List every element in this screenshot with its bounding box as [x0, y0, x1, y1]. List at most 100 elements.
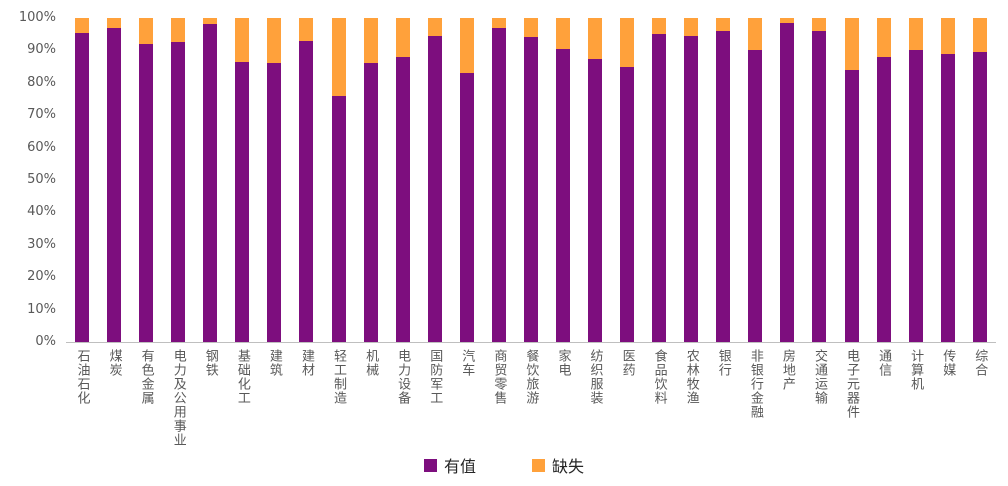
- x-axis-category-label: 房地产: [779, 349, 795, 391]
- x-axis-category-label: 电力设备: [395, 349, 411, 405]
- x-label-slot: 农林牧渔: [675, 349, 707, 447]
- x-axis-category-label: 农林牧渔: [683, 349, 699, 405]
- x-axis-category-label: 非银行金融: [747, 349, 763, 419]
- x-label-slot: 计算机: [900, 349, 932, 447]
- x-axis-category-label: 国防军工: [427, 349, 443, 405]
- bar-segment-filled: [491, 27, 506, 342]
- x-axis-category-label: 传媒: [940, 349, 956, 377]
- bar-segment-filled: [235, 61, 250, 342]
- x-axis-category-label: 家电: [555, 349, 571, 377]
- bar-slot: [162, 18, 194, 342]
- bar-segment-missing: [908, 18, 923, 51]
- x-label-slot: 电力设备: [387, 349, 419, 447]
- bar-segment-filled: [363, 63, 378, 342]
- bar-segment-filled: [620, 66, 635, 342]
- bar-slot: [836, 18, 868, 342]
- stacked-bar: [555, 18, 570, 342]
- x-axis-category-label: 综合: [972, 349, 988, 377]
- bar-segment-missing: [652, 18, 667, 35]
- stacked-bar: [620, 18, 635, 342]
- x-label-slot: 建筑: [258, 349, 290, 447]
- bar-segment-filled: [908, 50, 923, 342]
- bar-segment-missing: [972, 18, 987, 53]
- x-axis-category-label: 餐饮旅游: [523, 349, 539, 405]
- x-label-slot: 电力及公用事业: [162, 349, 194, 447]
- bar-segment-missing: [267, 18, 282, 64]
- bar-segment-filled: [812, 30, 827, 342]
- x-axis-category-label: 电力及公用事业: [170, 349, 186, 447]
- bar-segment-filled: [652, 34, 667, 342]
- x-axis-category-label: 通信: [876, 349, 892, 377]
- bar-segment-filled: [459, 73, 474, 342]
- bar-segment-filled: [748, 50, 763, 342]
- x-label-slot: 石油石化: [66, 349, 98, 447]
- bar-segment-filled: [299, 40, 314, 342]
- x-label-slot: 电子元器件: [836, 349, 868, 447]
- x-label-slot: 通信: [868, 349, 900, 447]
- legend-label: 缺失: [552, 457, 585, 476]
- y-tick-label: 40%: [27, 204, 56, 220]
- bar-slot: [611, 18, 643, 342]
- bar-segment-missing: [716, 18, 731, 31]
- bar-segment-missing: [139, 18, 154, 44]
- bar-slot: [547, 18, 579, 342]
- bar-segment-missing: [876, 18, 891, 57]
- stacked-bar: [716, 18, 731, 342]
- legend: 有值 缺失: [0, 453, 1008, 477]
- bar-slot: [643, 18, 675, 342]
- bar-segment-missing: [427, 18, 442, 36]
- x-axis-category-label: 商贸零售: [491, 349, 507, 405]
- bar-slot: [739, 18, 771, 342]
- x-label-slot: 机械: [355, 349, 387, 447]
- x-axis-category-label: 建材: [298, 349, 314, 377]
- stacked-bar: [75, 18, 90, 342]
- stacked-bar: [459, 18, 474, 342]
- bar-slot: [932, 18, 964, 342]
- bar-segment-missing: [940, 18, 955, 54]
- stacked-bar: [748, 18, 763, 342]
- bar-slot: [771, 18, 803, 342]
- stacked-bar: [876, 18, 891, 342]
- bar-segment-missing: [491, 18, 506, 28]
- stacked-bar: [684, 18, 699, 342]
- x-label-slot: 轻工制造: [323, 349, 355, 447]
- bar-slot: [355, 18, 387, 342]
- x-axis-category-label: 石油石化: [74, 349, 90, 405]
- bar-slot: [483, 18, 515, 342]
- bar-segment-filled: [876, 56, 891, 342]
- bar-slot: [707, 18, 739, 342]
- bar-segment-filled: [267, 63, 282, 342]
- bar-segment-filled: [171, 42, 186, 342]
- legend-swatch: [532, 458, 545, 472]
- x-axis-category-label: 电子元器件: [844, 349, 860, 419]
- x-axis-category-label: 计算机: [908, 349, 924, 391]
- bar-segment-filled: [780, 22, 795, 342]
- bar-slot: [868, 18, 900, 342]
- stacked-bar: [523, 18, 538, 342]
- x-axis-category-label: 食品饮料: [651, 349, 667, 405]
- stacked-bar: [107, 18, 122, 342]
- x-axis-category-label: 有色金属: [138, 349, 154, 405]
- stacked-bar: [652, 18, 667, 342]
- bar-slot: [226, 18, 258, 342]
- y-tick-label: 80%: [27, 74, 56, 90]
- bar-segment-filled: [139, 43, 154, 342]
- stacked-bar: [427, 18, 442, 342]
- y-tick-label: 70%: [27, 107, 56, 123]
- stacked-bar: [940, 18, 955, 342]
- bar-segment-filled: [588, 58, 603, 342]
- x-axis-category-label: 银行: [715, 349, 731, 377]
- stacked-bar: [299, 18, 314, 342]
- bar-segment-missing: [363, 18, 378, 64]
- x-label-slot: 汽车: [451, 349, 483, 447]
- bar-slot: [419, 18, 451, 342]
- x-axis-category-label: 机械: [363, 349, 379, 377]
- x-axis-category-label: 钢铁: [202, 349, 218, 377]
- x-label-slot: 餐饮旅游: [515, 349, 547, 447]
- bar-segment-missing: [107, 18, 122, 28]
- bar-slot: [194, 18, 226, 342]
- x-label-slot: 家电: [547, 349, 579, 447]
- bar-segment-filled: [395, 56, 410, 342]
- x-axis-category-label: 交通运输: [811, 349, 827, 405]
- bar-segment-missing: [844, 18, 859, 70]
